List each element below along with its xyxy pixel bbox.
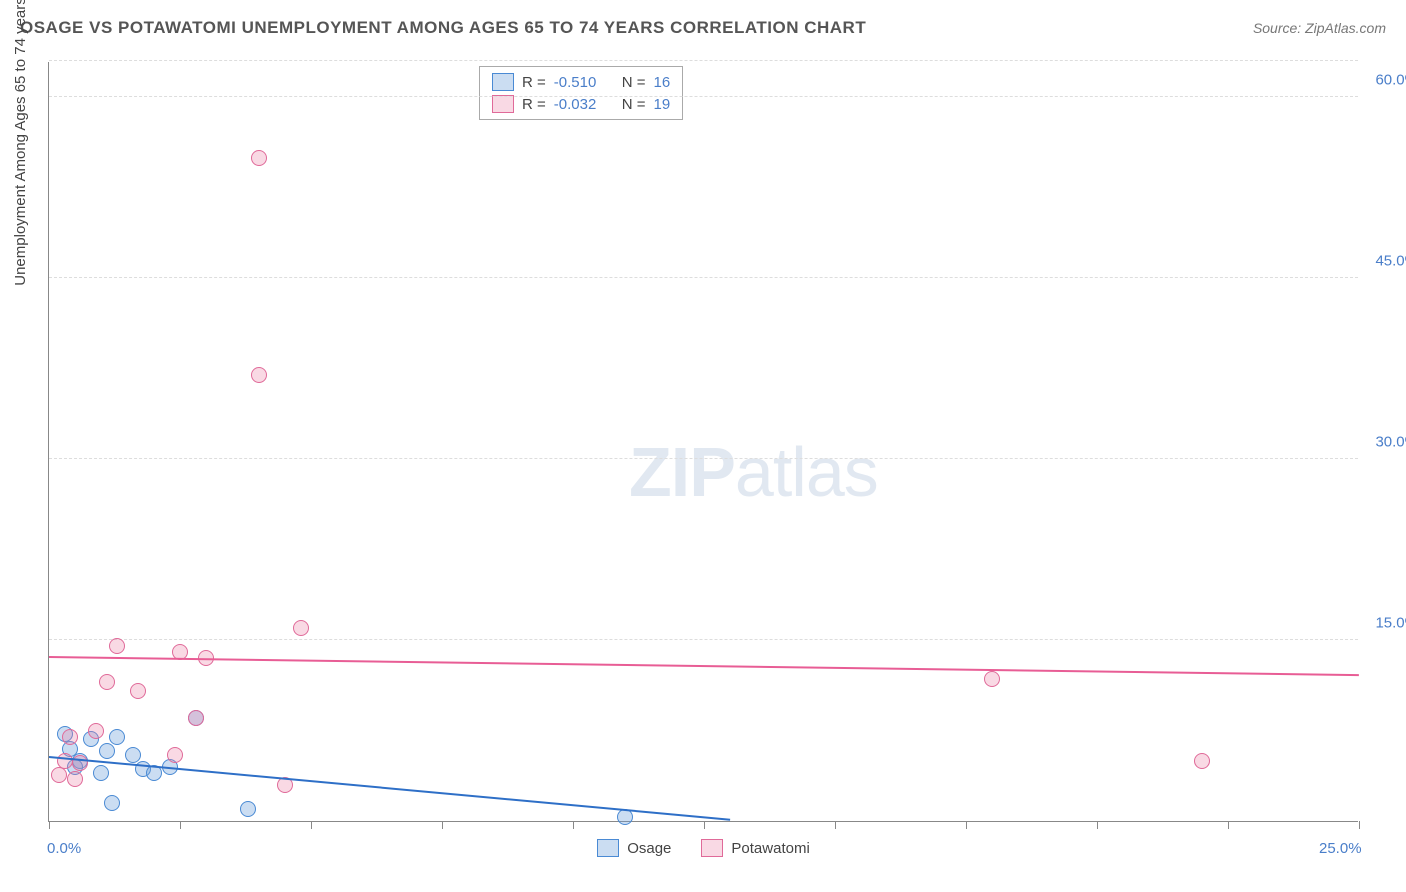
gridline	[49, 277, 1358, 278]
legend-bottom: Osage Potawatomi	[49, 839, 1358, 857]
data-point	[93, 765, 109, 781]
data-point	[984, 671, 1000, 687]
data-point	[1194, 753, 1210, 769]
legend-label: Potawatomi	[731, 840, 809, 857]
data-point	[62, 729, 78, 745]
data-point	[125, 747, 141, 763]
watermark-bold: ZIP	[629, 433, 735, 511]
gridline	[49, 96, 1358, 97]
data-point	[167, 747, 183, 763]
data-point	[293, 620, 309, 636]
legend-swatch	[492, 95, 514, 113]
n-label: N =	[622, 74, 646, 91]
gridline	[49, 60, 1358, 61]
chart-title: OSAGE VS POTAWATOMI UNEMPLOYMENT AMONG A…	[20, 18, 866, 38]
n-value: 19	[654, 96, 671, 113]
title-bar: OSAGE VS POTAWATOMI UNEMPLOYMENT AMONG A…	[20, 18, 1386, 38]
trend-line	[49, 756, 730, 821]
y-tick-label: 60.0%	[1375, 72, 1406, 89]
data-point	[251, 367, 267, 383]
x-tick	[311, 821, 312, 829]
x-tick	[1359, 821, 1360, 829]
legend-swatch	[597, 839, 619, 857]
y-tick-label: 45.0%	[1375, 253, 1406, 270]
legend-label: Osage	[627, 840, 671, 857]
r-value: -0.510	[554, 74, 614, 91]
data-point	[99, 743, 115, 759]
watermark-light: atlas	[735, 433, 878, 511]
x-tick	[1228, 821, 1229, 829]
x-axis-label: 0.0%	[47, 840, 81, 857]
r-label: R =	[522, 96, 546, 113]
legend-stats: R = -0.510 N = 16 R = -0.032 N = 19	[479, 66, 683, 120]
data-point	[109, 729, 125, 745]
n-value: 16	[654, 74, 671, 91]
x-tick	[966, 821, 967, 829]
x-tick	[573, 821, 574, 829]
legend-item: Osage	[597, 839, 671, 857]
n-label: N =	[622, 96, 646, 113]
data-point	[109, 638, 125, 654]
data-point	[88, 723, 104, 739]
y-tick-label: 15.0%	[1375, 615, 1406, 632]
data-point	[99, 674, 115, 690]
data-point	[104, 795, 120, 811]
data-point	[67, 771, 83, 787]
data-point	[617, 809, 633, 825]
data-point	[130, 683, 146, 699]
x-tick	[180, 821, 181, 829]
gridline	[49, 458, 1358, 459]
x-axis-label: 25.0%	[1319, 840, 1362, 857]
x-tick	[835, 821, 836, 829]
plot-area: ZIPatlas R =-0.510N =16R =-0.032N =19 Os…	[48, 62, 1358, 822]
x-tick	[1097, 821, 1098, 829]
x-tick	[49, 821, 50, 829]
r-label: R =	[522, 74, 546, 91]
data-point	[188, 710, 204, 726]
legend-item: Potawatomi	[701, 839, 809, 857]
legend-stat-row: R = -0.510 N = 16	[492, 71, 670, 93]
data-point	[51, 767, 67, 783]
chart-container: OSAGE VS POTAWATOMI UNEMPLOYMENT AMONG A…	[0, 0, 1406, 892]
watermark: ZIPatlas	[629, 432, 878, 512]
r-value: -0.032	[554, 96, 614, 113]
data-point	[251, 150, 267, 166]
data-point	[240, 801, 256, 817]
gridline	[49, 639, 1358, 640]
y-tick-label: 30.0%	[1375, 434, 1406, 451]
trend-line	[49, 656, 1359, 676]
source-label: Source: ZipAtlas.com	[1253, 20, 1386, 36]
x-tick	[442, 821, 443, 829]
y-axis-title: Unemployment Among Ages 65 to 74 years	[12, 0, 29, 286]
legend-swatch	[701, 839, 723, 857]
x-tick	[704, 821, 705, 829]
legend-swatch	[492, 73, 514, 91]
